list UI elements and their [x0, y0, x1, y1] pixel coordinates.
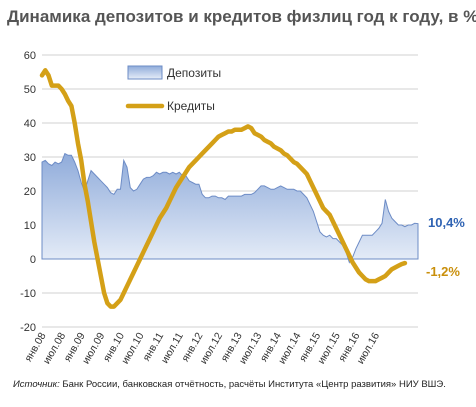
y-tick-label: -10 [20, 288, 36, 300]
source-note: Источник: Банк России, банковская отчётн… [13, 379, 446, 390]
deposits-end-label: 10,4% [428, 214, 465, 230]
y-tick-label: 60 [24, 50, 36, 62]
y-tick-label: 30 [24, 152, 36, 164]
source-text: Банк России, банковская отчётность, расч… [59, 379, 446, 390]
source-prefix: Источник: [13, 379, 60, 390]
credits-series [39, 68, 408, 309]
legend-swatch-deposits [127, 65, 163, 80]
y-tick-label: 0 [30, 254, 36, 266]
y-tick-label: 40 [24, 118, 36, 130]
y-tick-label: -20 [20, 322, 36, 334]
credits-line [39, 68, 408, 309]
legend: Депозиты Кредиты [125, 65, 221, 113]
y-axis-tick-labels: -20 -10 0 10 20 30 40 50 60 [20, 50, 36, 334]
credits-end-label: -1,2% [426, 264, 460, 280]
chart-title: Динамика депозитов и кредитов физлиц год… [7, 7, 476, 26]
y-tick-label: 20 [24, 186, 36, 198]
legend-label-credits: Кредиты [167, 99, 215, 113]
legend-label-deposits: Депозиты [167, 66, 221, 80]
y-tick-label: 50 [24, 84, 36, 96]
x-axis-tick-labels: янв.08июл.08янв.09июл.09янв.10июл.10янв.… [22, 330, 382, 366]
deposits-series [41, 152, 419, 264]
deposits-area [41, 152, 419, 264]
y-tick-label: 10 [24, 220, 36, 232]
